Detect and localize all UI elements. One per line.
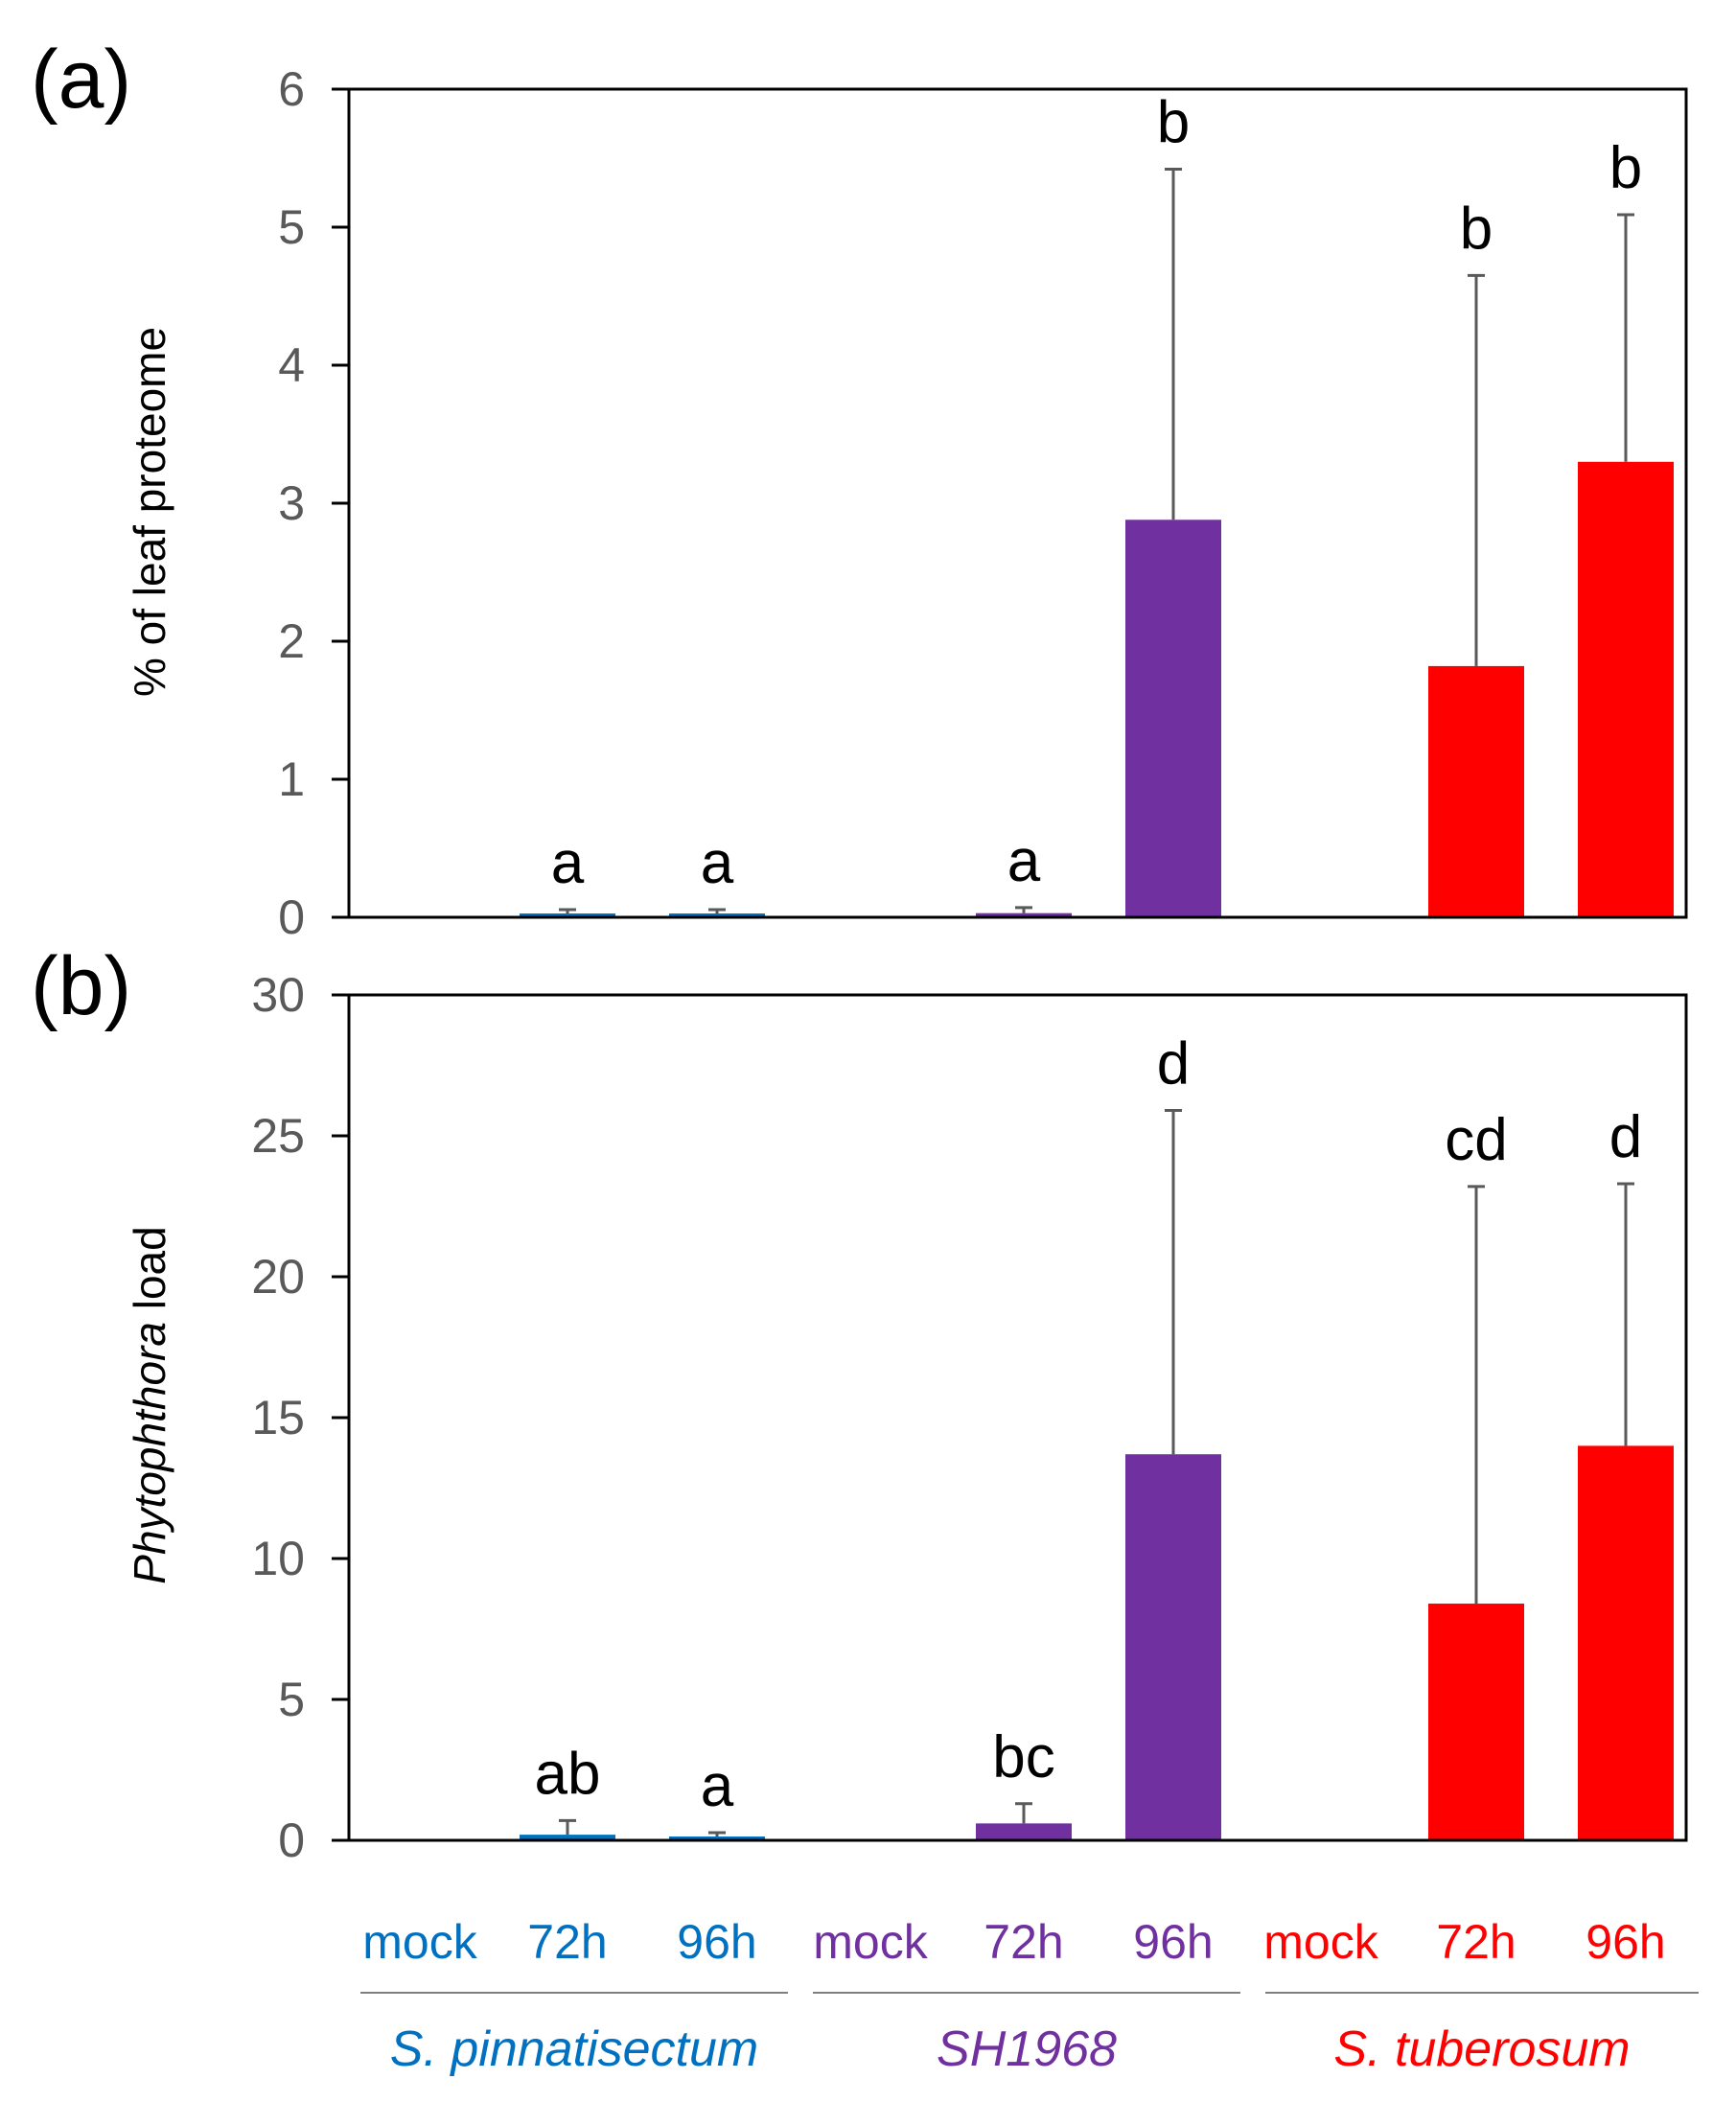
- panel-b-tick-label-10: 10: [251, 1532, 305, 1585]
- panel-b-y-ticks: 0 5 10 15 20 25 30: [251, 968, 349, 1867]
- panel-b: (b) Phytophthora load 0 5 10 15 20 25 30 ab a bc…: [31, 940, 1688, 1867]
- panel-a-bars: [520, 461, 1674, 917]
- category-label-3: mock: [813, 1915, 928, 1969]
- group-labels: S. pinnatisectum SH1968 S. tuberosum: [390, 2021, 1631, 2077]
- panel-b-bar-8: [1578, 1445, 1674, 1840]
- category-label-8: 96h: [1586, 1915, 1665, 1969]
- panel-a-bar-5: [1125, 520, 1221, 917]
- panel-b-sig-letter-8: d: [1609, 1104, 1642, 1170]
- panel-b-bar-4: [976, 1823, 1072, 1840]
- panel-b-tick-label-0: 0: [278, 1813, 305, 1867]
- panel-a-error-bars: [559, 168, 1634, 913]
- category-label-7: 72h: [1436, 1915, 1516, 1969]
- category-label-4: 72h: [984, 1915, 1063, 1969]
- panel-b-plot-frame: [347, 993, 1688, 1842]
- category-labels: mock 72h 96h mock 72h 96h mock 72h 96h: [362, 1915, 1665, 1969]
- category-label-6: mock: [1263, 1915, 1378, 1969]
- group-label-0: S. pinnatisectum: [390, 2021, 758, 2077]
- panel-b-significance-letters: ab a bc d cd d: [535, 1031, 1643, 1819]
- panel-a-tick-label-3: 3: [278, 476, 305, 530]
- panel-b-y-axis-label-italic: Phytophthora: [125, 1322, 174, 1584]
- panel-b-tick-label-30: 30: [251, 968, 305, 1022]
- panel-b-sig-letter-4: bc: [992, 1724, 1054, 1790]
- panel-b-bar-5: [1125, 1454, 1221, 1840]
- panel-a-y-axis-label: % of leaf proteome: [125, 327, 174, 697]
- panel-a-label: (a): [31, 34, 131, 126]
- category-label-2: 96h: [677, 1915, 756, 1969]
- panel-a-tick-label-1: 1: [278, 752, 305, 806]
- panel-a-tick-label-0: 0: [278, 890, 305, 944]
- panel-b-error-bars: [559, 1109, 1634, 1836]
- panel-a-tick-label-5: 5: [278, 200, 305, 254]
- panel-a-sig-letter-7: b: [1460, 196, 1493, 262]
- panel-a-tick-label-6: 6: [278, 62, 305, 116]
- panel-b-bar-1: [520, 1835, 615, 1840]
- panel-a-sig-letter-8: b: [1609, 135, 1642, 201]
- panel-a: (a) % of leaf proteome 0 1 2 3 4 5 6 a a a b b b: [31, 34, 1688, 944]
- panel-b-tick-label-25: 25: [251, 1109, 305, 1163]
- panel-b-tick-label-20: 20: [251, 1250, 305, 1304]
- panel-a-bar-8: [1578, 461, 1674, 917]
- panel-a-bar-4: [976, 912, 1072, 917]
- panel-b-tick-label-15: 15: [251, 1391, 305, 1444]
- panel-b-bar-2: [669, 1836, 765, 1840]
- group-label-2: S. tuberosum: [1333, 2021, 1630, 2077]
- panel-b-sig-letter-2: a: [701, 1753, 734, 1819]
- panel-a-tick-label-4: 4: [278, 338, 305, 392]
- group-label-1: SH1968: [937, 2021, 1117, 2077]
- panel-a-tick-label-2: 2: [278, 614, 305, 668]
- category-label-5: 96h: [1133, 1915, 1213, 1969]
- panel-a-significance-letters: a a a b b b: [551, 90, 1642, 896]
- panel-a-sig-letter-4: a: [1007, 828, 1041, 894]
- category-label-0: mock: [362, 1915, 477, 1969]
- panel-a-bar-7: [1428, 665, 1524, 917]
- panel-b-y-axis-label: Phytophthora load: [125, 1226, 174, 1583]
- panel-b-sig-letter-5: d: [1157, 1031, 1190, 1097]
- category-label-1: 72h: [527, 1915, 607, 1969]
- panel-a-y-ticks: 0 1 2 3 4 5 6: [278, 62, 349, 944]
- panel-b-sig-letter-7: cd: [1445, 1107, 1507, 1173]
- panel-b-tick-label-5: 5: [278, 1673, 305, 1726]
- panel-a-sig-letter-5: b: [1157, 90, 1190, 156]
- panel-b-bar-7: [1428, 1604, 1524, 1840]
- panel-b-y-axis-label-rest: load: [125, 1226, 174, 1322]
- panel-a-plot-frame: [347, 87, 1688, 919]
- panel-a-sig-letter-2: a: [701, 830, 734, 896]
- panel-a-bar-1: [520, 913, 615, 917]
- panel-b-label: (b): [31, 940, 131, 1032]
- panel-b-sig-letter-1: ab: [535, 1741, 601, 1807]
- panel-b-bars: [520, 1445, 1674, 1840]
- panel-a-bar-2: [669, 913, 765, 917]
- panel-a-sig-letter-1: a: [551, 830, 585, 896]
